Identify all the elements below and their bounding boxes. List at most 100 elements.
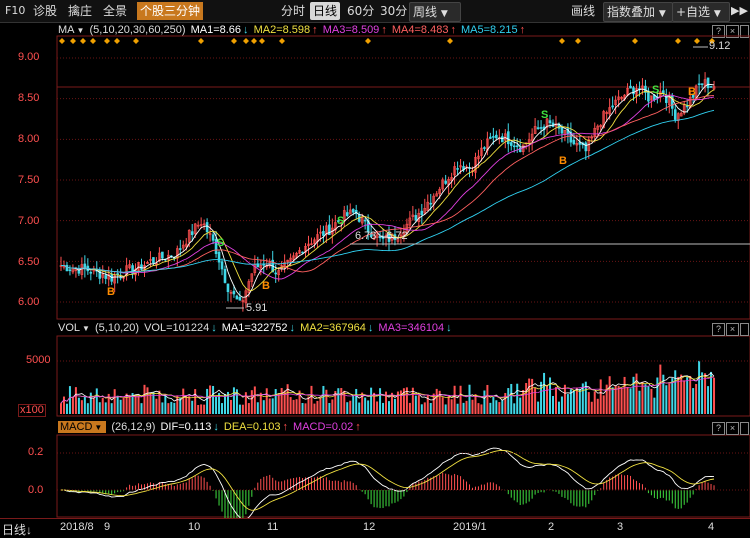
signal-diamond (709, 38, 715, 44)
pick-button[interactable]: 擒庄 (68, 4, 93, 18)
sell-signal: S (337, 215, 345, 227)
volume-bar (346, 402, 349, 414)
signal-diamond (632, 38, 638, 44)
candle-body (232, 290, 236, 295)
volume-bar (438, 390, 441, 414)
chevron-down-icon[interactable]: ▼ (82, 324, 90, 333)
volume-bar (173, 402, 176, 414)
volume-bar (77, 397, 80, 414)
period-tab-30min[interactable]: 30分 (380, 4, 408, 18)
x-tick: 11 (267, 521, 279, 533)
volume-bar (489, 402, 492, 414)
volume-ma-lines (60, 372, 715, 404)
candle-body (339, 222, 343, 224)
volume-bar (119, 399, 122, 414)
arrow-up-icon: ↑ (282, 421, 288, 433)
more-icon[interactable]: ▶▶ (731, 4, 748, 17)
candle-body (175, 248, 179, 259)
candle-body (89, 271, 93, 274)
help-icon[interactable]: ? (712, 422, 725, 435)
f10-button[interactable]: F10 (5, 4, 26, 17)
volume-bar (134, 394, 137, 414)
period-tab-60min[interactable]: 60分 (347, 4, 375, 18)
volume-bar (474, 394, 477, 414)
volume-bar (644, 384, 647, 414)
low-price-label: 5.91 (246, 302, 268, 314)
candle-body (223, 268, 227, 283)
signal-diamond (243, 38, 249, 44)
volume-bar (310, 385, 313, 414)
maximize-icon[interactable] (740, 422, 749, 435)
candle-body (131, 265, 134, 274)
candle-body (104, 275, 108, 279)
candle-body (348, 209, 352, 215)
ma-indicator-name[interactable]: MA (58, 24, 75, 36)
help-icon[interactable]: ? (712, 25, 725, 38)
close-icon[interactable]: × (726, 422, 739, 435)
volume-bar (232, 387, 235, 414)
candle-body (453, 166, 456, 176)
candle-body (426, 201, 430, 212)
candle-body (456, 168, 459, 170)
arrow-up-icon: ↑ (450, 24, 456, 36)
signal-diamond (59, 38, 65, 44)
candle-body (676, 113, 680, 121)
draw-line-button[interactable]: 画线 (571, 4, 596, 18)
candle-body (512, 145, 516, 148)
macd-histogram (63, 472, 715, 518)
index-overlay-dropdown[interactable]: 指数叠加 ▼ (603, 2, 673, 22)
add-custom-dropdown[interactable]: +自选 ▼ (672, 2, 730, 22)
candle-body (408, 217, 412, 226)
candle-body (477, 155, 480, 160)
stock-3min-button[interactable]: 个股三分钟 (137, 2, 204, 20)
chevron-down-icon: ▼ (440, 9, 448, 19)
volume-bar (60, 403, 62, 414)
volume-bar (462, 402, 465, 414)
signal-diamond (133, 38, 139, 44)
dif-value: DIF=0.113 (160, 421, 212, 433)
chevron-down-icon[interactable]: ▼ (76, 26, 85, 35)
volume-bar (578, 388, 581, 414)
candle-body (548, 120, 552, 124)
volume-bar (68, 386, 71, 414)
macd-indicator-selector[interactable]: MACD ▼ (58, 421, 107, 433)
volume-bar (107, 393, 110, 414)
week-period-dropdown[interactable]: 周线 ▼ (409, 2, 461, 22)
volume-bar (113, 389, 116, 414)
candle-body (286, 259, 289, 263)
panorama-button[interactable]: 全景 (103, 4, 128, 18)
volume-bar (575, 387, 578, 414)
close-icon[interactable]: × (726, 323, 739, 336)
signal-diamond (251, 38, 257, 44)
candle-body (608, 107, 611, 115)
candle-body (334, 222, 337, 231)
candle-body (530, 133, 534, 142)
candle-body (235, 295, 239, 300)
macd-value: MACD=0.02 (293, 421, 354, 433)
candle-body (572, 139, 576, 145)
candle-body (292, 255, 295, 261)
volume-bar (212, 385, 215, 414)
help-icon[interactable]: ? (712, 323, 725, 336)
volume-bar (146, 387, 149, 414)
volume-bar (522, 389, 525, 414)
volume-bar (325, 389, 328, 414)
candle-body (241, 300, 245, 303)
ma-line (60, 94, 715, 280)
vol-indicator-name[interactable]: VOL (58, 322, 81, 334)
signal-diamond (70, 38, 76, 44)
period-selector[interactable]: 日线↓ (2, 521, 32, 538)
diagnose-button[interactable]: 诊股 (33, 4, 58, 18)
close-icon[interactable]: × (726, 25, 739, 38)
candle-body (202, 223, 206, 226)
volume-bar (247, 403, 250, 414)
price-tick-800: 8.00 (18, 133, 40, 145)
candle-body (372, 237, 376, 240)
period-tab-daily[interactable]: 日线 (310, 2, 341, 20)
volume-bar (414, 395, 417, 414)
maximize-icon[interactable] (740, 25, 749, 38)
period-tab-intraday[interactable]: 分时 (281, 4, 306, 18)
maximize-icon[interactable] (740, 323, 749, 336)
candle-body (259, 264, 263, 269)
kline-chart[interactable] (0, 0, 750, 518)
